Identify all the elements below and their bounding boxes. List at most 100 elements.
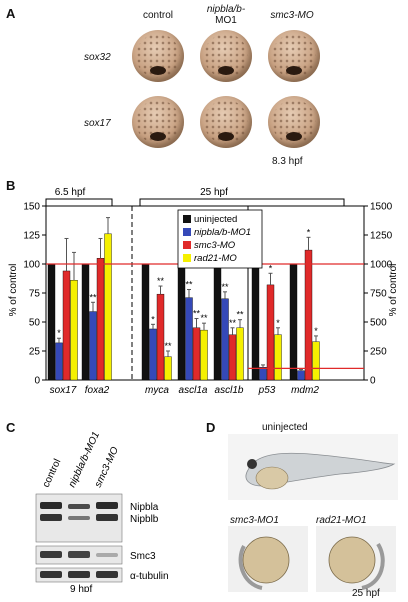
band: [96, 502, 118, 509]
bar: [47, 263, 56, 381]
bar: [200, 329, 208, 381]
column-control: control: [142, 10, 173, 21]
significance-marker: **: [193, 309, 201, 319]
y-tick-label-right: 1250: [370, 231, 393, 242]
band: [68, 516, 90, 520]
bar: [55, 342, 63, 381]
bar: [164, 356, 172, 381]
bar: [96, 257, 105, 381]
band: [96, 553, 118, 557]
y-tick-label-right: 250: [370, 347, 387, 358]
y-tick-label-right: 750: [370, 289, 387, 300]
bar: [177, 263, 186, 381]
y-tick-label-right: 500: [370, 318, 387, 329]
legend: uninjected nipbla/b-MO1 smc3-MO rad21-MO: [177, 209, 263, 269]
x-tick-label: sox17: [50, 385, 77, 396]
legend-swatch: [183, 241, 191, 249]
label-uninjected: uninjected: [262, 422, 308, 433]
y-tick-label-left: 75: [29, 289, 41, 300]
column-nipbl-mo1: nipbla/b- MO1: [206, 4, 246, 26]
panel-d-stage: 25 hpf: [352, 588, 380, 599]
legend-label: uninjected: [194, 214, 237, 225]
significance-marker: **: [164, 341, 172, 351]
band: [68, 571, 90, 578]
group-bracket: [139, 198, 345, 206]
bar: [221, 298, 229, 381]
bar: [289, 263, 298, 381]
significance-marker: **: [157, 276, 165, 286]
significance-marker: **: [229, 318, 237, 328]
bar-chart: 6.5 hpf 25 hpf % of control % of control…: [8, 187, 399, 396]
y-axis-title-right: % of control: [388, 264, 399, 317]
significance-marker: *: [151, 314, 155, 324]
band: [40, 502, 62, 509]
band-label: Nipblb: [130, 514, 159, 525]
bar: [266, 284, 275, 381]
panel-c-stage: 9 hpf: [70, 584, 92, 592]
embryo-image: [268, 96, 320, 148]
label-smc3-mo1: smc3-MO1: [230, 515, 279, 526]
y-tick-label-left: 100: [23, 260, 40, 271]
y-axis-title-left: % of control: [8, 264, 19, 317]
significance-marker: *: [269, 263, 273, 273]
band: [96, 571, 118, 578]
label-rad21-mo1: rad21-MO1: [316, 515, 367, 526]
panel-c-label: C: [6, 420, 16, 435]
western-blot: control nipbla/b-MO1 smc3-MO Nipbla Nipb…: [35, 430, 169, 592]
bar: [81, 263, 90, 381]
y-tick-label-left: 50: [29, 318, 41, 329]
legend-swatch: [183, 254, 191, 262]
row-label-sox17: sox17: [84, 118, 111, 129]
embryo-image: [132, 96, 184, 148]
significance-marker: **: [200, 313, 208, 323]
panel-a-stage: 8.3 hpf: [272, 156, 303, 167]
legend-swatch: [183, 215, 191, 223]
significance-marker: *: [314, 326, 318, 336]
bar: [156, 293, 165, 381]
bar: [236, 327, 244, 381]
group-label-65hpf: 6.5 hpf: [55, 187, 86, 198]
embryo-image: [268, 30, 320, 82]
x-tick-label: p53: [258, 385, 276, 396]
y-tick-label-left: 125: [23, 231, 40, 242]
embryo-tail: [361, 542, 385, 590]
significance-marker: **: [221, 282, 229, 292]
significance-marker: **: [236, 310, 244, 320]
band: [40, 551, 62, 558]
embryo-smc3: [242, 536, 290, 584]
group-bracket: [45, 198, 113, 206]
yolk: [255, 466, 289, 490]
band: [40, 571, 62, 578]
row-label-sox32: sox32: [84, 52, 111, 63]
band: [68, 504, 90, 509]
band-label: Nipbla: [130, 502, 159, 513]
legend-label: rad21-MO: [194, 253, 237, 264]
bar: [104, 233, 112, 381]
panel-b-label: B: [6, 178, 16, 193]
larvae-images: [228, 434, 398, 592]
significance-marker: **: [89, 292, 97, 302]
bar: [274, 334, 282, 381]
bar: [297, 370, 305, 381]
bar: [62, 270, 71, 381]
bar: [185, 297, 193, 381]
bar: [304, 249, 313, 381]
bar: [70, 280, 78, 381]
y-tick-label-right: 1000: [370, 260, 393, 271]
lane-label: smc3-MO: [93, 445, 121, 489]
significance-marker: *: [57, 328, 61, 338]
lane-label: control: [41, 457, 64, 489]
legend-label: nipbla/b-MO1: [194, 227, 251, 238]
embryo-tail: [238, 545, 263, 590]
bar: [259, 367, 267, 381]
significance-marker: *: [276, 318, 280, 328]
band: [40, 514, 62, 521]
bar: [312, 341, 320, 381]
eye: [247, 459, 257, 469]
bar: [251, 263, 260, 381]
y-tick-label-left: 150: [23, 202, 40, 213]
bar: [149, 328, 157, 381]
bar: [192, 327, 201, 381]
panel-d-label: D: [206, 420, 216, 435]
embryo-rad21: [328, 536, 376, 584]
